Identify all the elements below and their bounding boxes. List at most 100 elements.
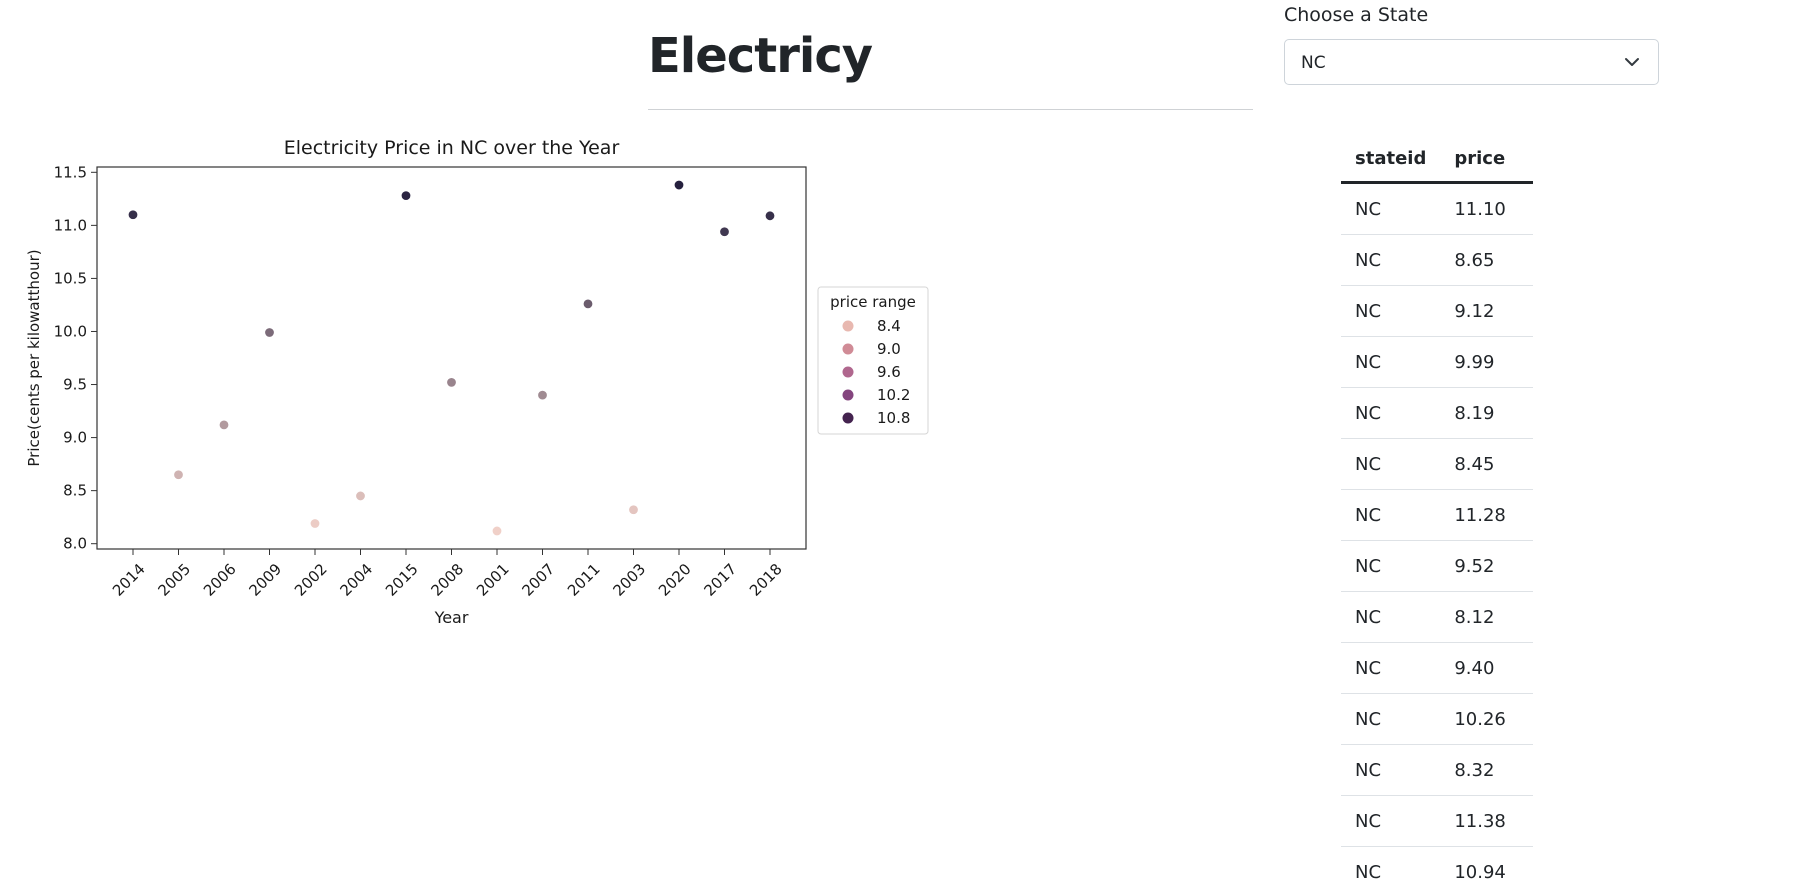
plot-frame [96, 166, 807, 550]
column-header-stateid: stateid [1341, 136, 1441, 184]
title-divider [648, 109, 1253, 110]
data-point [673, 179, 685, 191]
table-row: NC 8.65 [1341, 234, 1534, 286]
x-tick-label: 2008 [428, 560, 468, 600]
price-scatter-plot: Electricity Price in NC over the Year 8.0… [25, 137, 929, 627]
cell-price: 8.45 [1440, 438, 1534, 490]
legend-marker [842, 412, 854, 424]
table-row: NC 8.32 [1341, 744, 1534, 796]
table-row: NC 9.52 [1341, 540, 1534, 592]
x-tick-label: 2005 [155, 560, 195, 600]
table-row: NC 10.94 [1341, 846, 1534, 888]
y-tick-label: 10.5 [54, 269, 87, 287]
cell-price: 9.52 [1440, 540, 1534, 592]
cell-price: 8.12 [1440, 591, 1534, 643]
state-select-value: NC [1301, 53, 1326, 73]
table-row: NC 11.10 [1341, 182, 1534, 235]
y-axis-label: Price(cents per kilowatthour) [25, 249, 43, 466]
cell-stateid: NC [1341, 234, 1441, 286]
legend-marker [842, 366, 854, 378]
data-point [491, 525, 503, 537]
price-table: stateid price NC 11.10 NC 8.65 NC 9.12 N… [1341, 136, 1534, 888]
cell-stateid: NC [1341, 744, 1441, 796]
cell-price: 9.12 [1440, 285, 1534, 337]
x-tick-label: 2014 [109, 560, 149, 600]
legend-entry-label: 9.6 [877, 363, 901, 381]
cell-price: 11.38 [1440, 795, 1534, 847]
cell-stateid: NC [1341, 336, 1441, 388]
data-point [628, 504, 639, 515]
table-row: NC 8.12 [1341, 591, 1534, 643]
x-axis-label: Year [434, 608, 469, 627]
x-tick-label: 2017 [701, 560, 741, 600]
cell-stateid: NC [1341, 285, 1441, 337]
cell-price: 11.28 [1440, 489, 1534, 541]
legend-title: price range [830, 293, 916, 311]
cell-stateid: NC [1341, 693, 1441, 745]
table-row: NC 9.40 [1341, 642, 1534, 694]
table-header-row: stateid price [1341, 136, 1534, 184]
x-tick-label: 2020 [655, 560, 695, 600]
column-header-price: price [1440, 136, 1534, 184]
cell-price: 8.19 [1440, 387, 1534, 439]
chevron-down-icon [1625, 58, 1639, 66]
cell-price: 10.26 [1440, 693, 1534, 745]
cell-stateid: NC [1341, 846, 1441, 888]
cell-stateid: NC [1341, 642, 1441, 694]
data-point [446, 377, 457, 388]
data-point [173, 469, 184, 480]
x-tick-label: 2007 [519, 560, 559, 600]
data-point [127, 209, 139, 220]
page-title: Electricy [648, 28, 873, 84]
table-row: NC 8.45 [1341, 438, 1534, 490]
data-point [537, 389, 548, 401]
table-row: NC 9.12 [1341, 285, 1534, 337]
cell-stateid: NC [1341, 489, 1441, 541]
x-tick-label: 2001 [473, 560, 513, 600]
y-tick-label: 11.5 [54, 163, 87, 181]
legend-marker [842, 389, 854, 401]
x-tick-label: 2004 [337, 560, 377, 600]
y-tick-label: 8.0 [63, 535, 87, 553]
cell-price: 8.65 [1440, 234, 1534, 286]
data-point [264, 327, 275, 338]
y-tick-label: 9.0 [63, 429, 87, 447]
data-point [764, 210, 776, 222]
cell-stateid: NC [1341, 795, 1441, 847]
x-tick-label: 2009 [246, 560, 286, 600]
legend-entry-label: 10.8 [877, 409, 910, 427]
y-tick-label: 11.0 [54, 216, 87, 234]
cell-stateid: NC [1341, 591, 1441, 643]
data-point [309, 518, 321, 529]
data-point [218, 419, 230, 431]
table-row: NC 10.26 [1341, 693, 1534, 745]
x-tick-label: 2015 [382, 560, 422, 600]
state-select[interactable]: NC [1284, 39, 1659, 85]
legend-entry-label: 10.2 [877, 386, 910, 404]
data-point [355, 490, 366, 502]
legend-marker [842, 320, 854, 332]
cell-price: 9.40 [1440, 642, 1534, 694]
cell-price: 11.10 [1440, 182, 1534, 235]
table-row: NC 11.28 [1341, 489, 1534, 541]
legend-entry-label: 8.4 [877, 317, 901, 335]
cell-price: 10.94 [1440, 846, 1534, 888]
cell-stateid: NC [1341, 540, 1441, 592]
x-tick-label: 2002 [291, 560, 331, 600]
x-tick-label: 2011 [564, 560, 604, 600]
data-point [719, 226, 730, 237]
cell-stateid: NC [1341, 387, 1441, 439]
legend-marker [842, 343, 854, 355]
data-point [582, 298, 594, 310]
table-row: NC 8.19 [1341, 387, 1534, 439]
cell-price: 9.99 [1440, 336, 1534, 388]
table-row: NC 9.99 [1341, 336, 1534, 388]
y-tick-label: 9.5 [63, 376, 87, 394]
legend-entry-label: 9.0 [877, 340, 901, 358]
price-chart: Electricity Price in NC over the Year 8.0… [0, 130, 930, 640]
x-tick-label: 2006 [200, 560, 240, 600]
cell-stateid: NC [1341, 182, 1441, 235]
x-tick-label: 2003 [610, 560, 650, 600]
y-tick-label: 10.0 [54, 322, 87, 340]
